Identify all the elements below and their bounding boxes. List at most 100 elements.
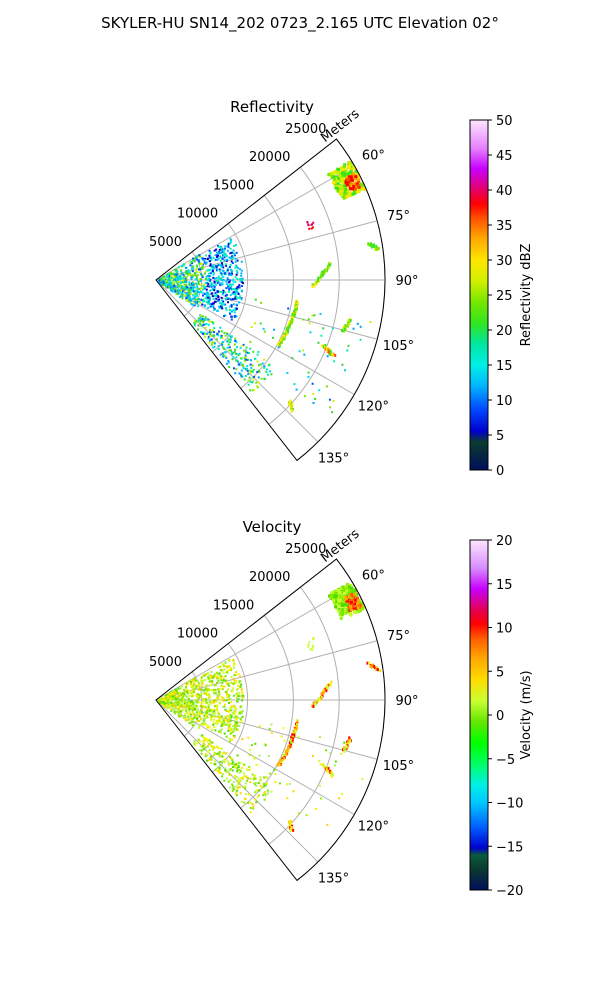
echo-cell (237, 761, 240, 764)
echo-cell (225, 709, 228, 712)
echo-cell (231, 262, 234, 265)
echo-cell (203, 272, 206, 275)
echo-cell (245, 358, 248, 361)
echo-cell (179, 691, 182, 694)
echo-cell (332, 179, 336, 183)
echo-cell (278, 782, 281, 785)
echo-cell (210, 670, 213, 673)
echo-cell (226, 269, 229, 272)
echo-cell (191, 695, 194, 698)
echo-cell (228, 272, 231, 275)
echo-cell (229, 338, 232, 341)
echo-cell (214, 673, 217, 676)
echo-cell (215, 258, 218, 261)
echo-cell (224, 245, 227, 248)
echo-cell (220, 249, 223, 252)
echo-cell (366, 661, 369, 665)
echo-cell (239, 762, 242, 765)
echo-cell (216, 688, 219, 691)
echo-cell (234, 337, 237, 340)
echo-cell (188, 273, 191, 276)
echo-cell (213, 266, 216, 269)
echo-cell (223, 247, 226, 250)
echo-cell (261, 362, 264, 365)
echo-cell (215, 251, 218, 254)
echo-cell (233, 252, 236, 255)
echo-cell (216, 708, 219, 711)
echo-cell (198, 298, 201, 301)
echo-cell (245, 775, 248, 778)
echo-cell (202, 266, 205, 269)
radial-tick-label: 20000 (249, 570, 290, 585)
echo-cell (236, 769, 239, 772)
echo-cell (231, 255, 234, 258)
echo-cell (223, 758, 226, 761)
colorbar-label: Reflectivity dBZ (519, 244, 534, 347)
echo-cell (238, 711, 241, 714)
azimuth-tick-label: 90° (395, 274, 418, 289)
echo-cell (193, 273, 196, 276)
echo-cell (201, 708, 204, 711)
echo-cell (213, 684, 216, 687)
echo-cell (179, 285, 182, 288)
echo-cell (196, 695, 199, 698)
echo-cell (200, 278, 203, 281)
echo-cell (201, 315, 204, 318)
echo-cell (217, 711, 220, 714)
echo-cell (176, 286, 179, 289)
echo-cell (255, 381, 258, 384)
echo-cell (218, 747, 221, 750)
echo-cell (241, 709, 244, 712)
echo-cell (213, 342, 216, 345)
echo-cell (287, 322, 290, 326)
echo-cell (353, 592, 357, 596)
echo-cell (165, 701, 168, 704)
echo-cell (187, 294, 190, 297)
echo-cell (346, 189, 350, 193)
echo-cell (188, 283, 191, 286)
echo-cell (356, 178, 360, 182)
echo-cell (256, 353, 259, 356)
echo-cell (207, 302, 210, 305)
echo-cell (171, 694, 174, 697)
echo-cell (208, 759, 211, 762)
echo-cell (198, 682, 201, 685)
echo-cell (263, 776, 266, 779)
echo-cell (259, 784, 262, 787)
echo-cell (220, 675, 223, 678)
echo-cell (204, 254, 207, 257)
echo-cell (216, 309, 219, 312)
echo-cell (203, 721, 206, 724)
echo-cell (183, 288, 186, 291)
echo-cell (184, 270, 187, 273)
echo-cell (229, 723, 232, 726)
echo-cell (182, 707, 185, 710)
echo-cell (222, 355, 225, 358)
echo-cell (188, 711, 191, 714)
echo-cell (292, 790, 295, 793)
echo-cell (233, 311, 236, 314)
echo-cell (211, 320, 214, 323)
echo-cell (175, 701, 178, 704)
echo-cell (202, 300, 205, 303)
echo-cell (210, 281, 213, 284)
echo-cell (347, 585, 351, 589)
echo-cell (170, 701, 173, 704)
echo-cell (195, 701, 198, 704)
echo-cell (213, 345, 216, 348)
echo-cell (343, 164, 347, 168)
echo-cell (206, 318, 209, 321)
echo-cell (240, 269, 243, 272)
echo-cell (247, 769, 250, 772)
echo-cell (226, 258, 229, 261)
echo-cell (264, 790, 267, 793)
echo-cell (233, 679, 236, 682)
echo-cell (302, 349, 305, 352)
echo-cell (218, 672, 221, 675)
echo-cell (199, 301, 202, 304)
echo-cell (329, 350, 332, 354)
echo-cell (288, 325, 291, 329)
echo-cell (234, 266, 237, 269)
echo-cell (252, 368, 255, 371)
echo-cell (216, 706, 219, 709)
